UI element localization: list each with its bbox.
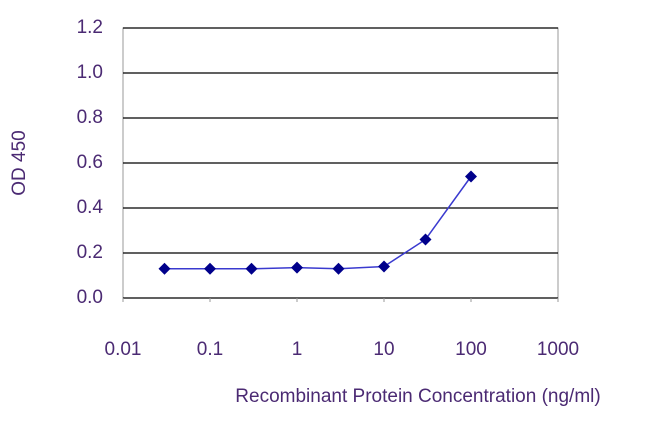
x-axis-label: Recombinant Protein Concentration (ng/ml…	[235, 386, 600, 407]
x-tick-label: 0.01	[105, 339, 142, 360]
y-tick-label: 1.0	[77, 62, 103, 83]
data-point	[158, 262, 171, 275]
y-tick-label: 0.2	[77, 242, 103, 263]
data-point	[419, 233, 432, 246]
x-tick-label: 100	[455, 339, 487, 360]
y-tick-label: 1.2	[77, 17, 103, 38]
series-line	[164, 176, 472, 270]
x-tick-label: 10	[373, 339, 394, 360]
x-tick-label: 0.1	[197, 339, 223, 360]
y-tick-label: 0.6	[77, 152, 103, 173]
data-point	[378, 260, 390, 273]
y-axis-label: OD 450	[9, 130, 30, 195]
x-tick-label: 1000	[537, 339, 579, 360]
data-point	[204, 262, 216, 275]
y-tick-label: 0.0	[77, 287, 103, 308]
data-point	[332, 262, 345, 275]
data-point	[291, 261, 303, 274]
data-point	[245, 262, 258, 275]
data-point	[465, 170, 477, 183]
y-tick-label: 0.8	[77, 107, 103, 128]
y-tick-label: 0.4	[77, 197, 104, 218]
x-tick-label: 1	[292, 339, 303, 360]
